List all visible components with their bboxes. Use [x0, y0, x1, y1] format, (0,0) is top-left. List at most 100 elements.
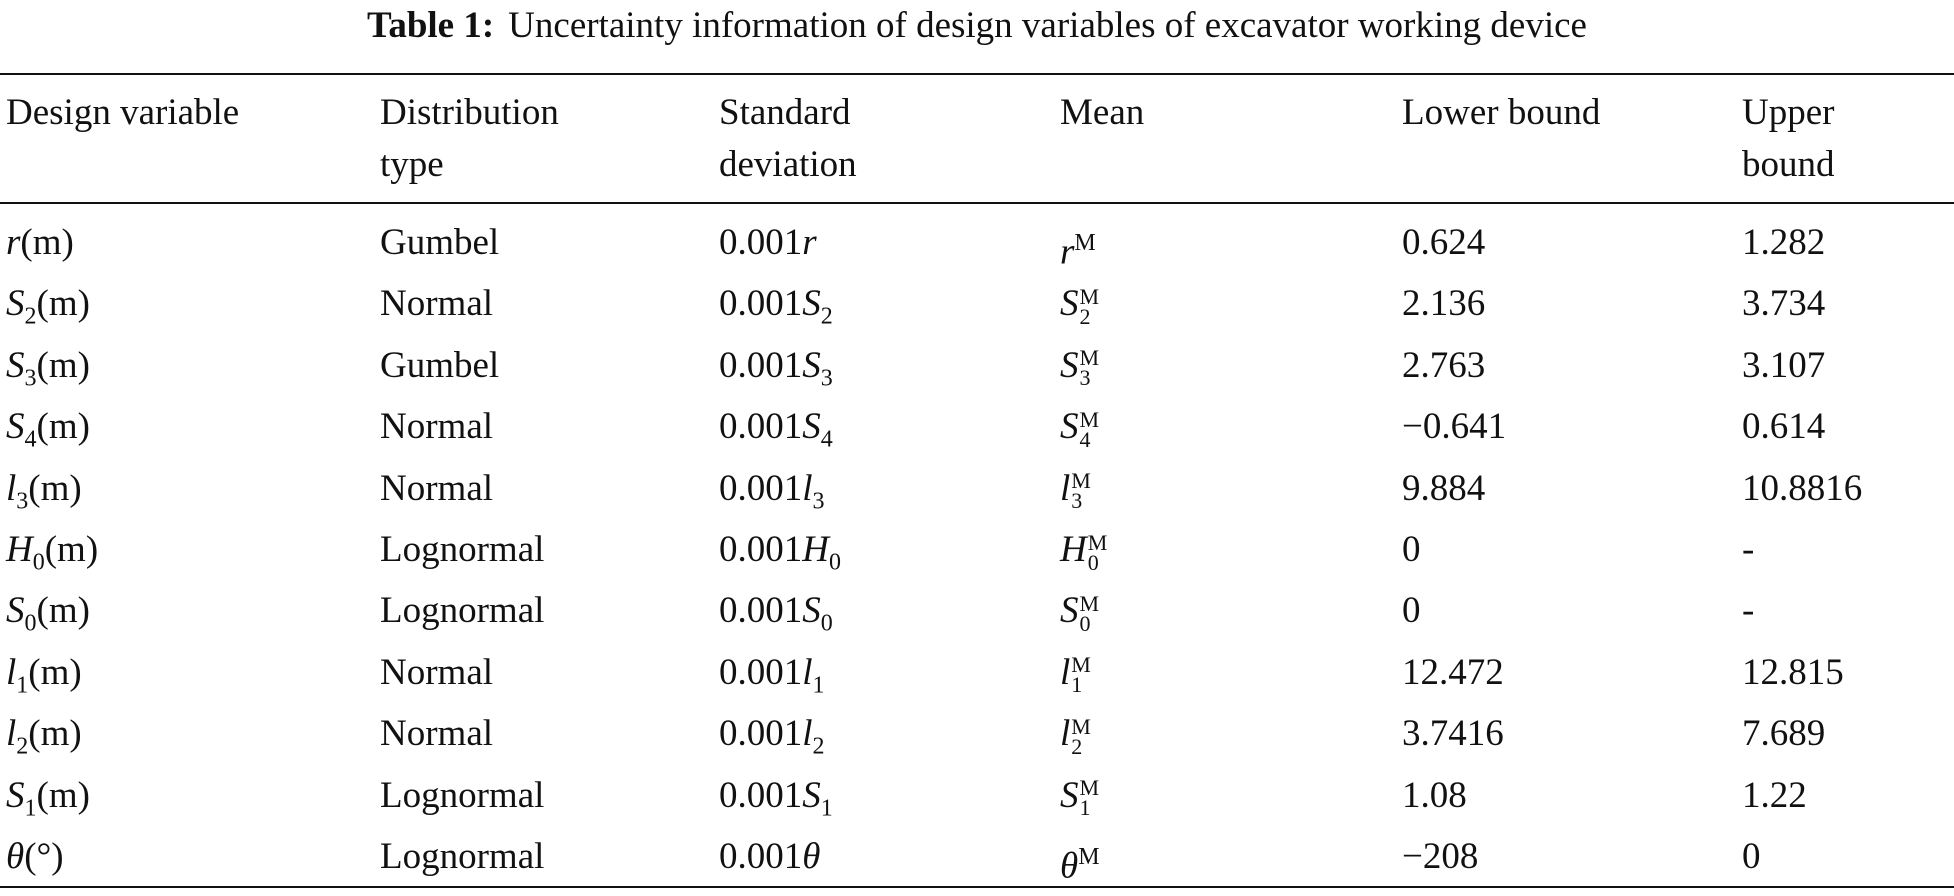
lower-bound-cell: −208 [1402, 836, 1479, 877]
std-cell: 0.001l1 [719, 652, 825, 706]
upper-bound-cell: 12.815 [1742, 651, 1844, 693]
subscript: 4 [24, 426, 37, 453]
distribution-cell: Normal [380, 713, 494, 755]
std-cell: 0.001l3 [719, 468, 825, 522]
std-cell: 0.001r [719, 222, 817, 264]
mean-cell: θM [1060, 836, 1100, 887]
coefficient: 0.001 [719, 344, 803, 386]
symbol: S [1060, 283, 1079, 325]
symbol: S [6, 590, 25, 632]
header-cell: type [380, 144, 444, 185]
mean-cell: rM [1060, 222, 1096, 273]
upper-bound-cell: 1.22 [1742, 774, 1807, 816]
symbol: S [6, 406, 25, 448]
variable-cell: S3(m) [6, 345, 90, 399]
symbol: r [1060, 231, 1075, 273]
header-rule [0, 202, 1954, 204]
header-cell: Distribution [380, 92, 559, 133]
unit: (m) [36, 774, 90, 816]
variable-cell: S4(m) [6, 406, 90, 460]
subscript: 0 [1087, 549, 1099, 575]
header-cell: Standard [719, 92, 851, 133]
unit: (m) [28, 651, 82, 693]
symbol: H [6, 529, 33, 570]
unit: (m) [20, 222, 74, 263]
upper-bound-cell: - [1742, 529, 1755, 570]
std-cell: 0.001S0 [719, 590, 833, 644]
subscript: 0 [828, 549, 841, 576]
coefficient: 0.001 [719, 222, 803, 263]
std-cell: 0.001θ [719, 836, 820, 878]
coefficient: 0.001 [719, 774, 803, 816]
lower-bound-cell: 1.08 [1402, 774, 1467, 816]
header-cell: deviation [719, 144, 857, 185]
variable-cell: H0(m) [6, 529, 98, 583]
distribution-cell: Lognormal [380, 590, 545, 632]
std-cell: 0.001S4 [719, 406, 833, 460]
subscript: 1 [1071, 672, 1083, 698]
symbol: θ [802, 836, 821, 877]
subscript: 2 [820, 303, 833, 330]
symbol: l [6, 467, 17, 509]
superscript: M [1079, 590, 1100, 616]
subscript: 4 [1079, 426, 1091, 452]
subscript: 3 [820, 365, 833, 392]
upper-bound-cell: 0 [1742, 836, 1761, 877]
lower-bound-cell: 2.763 [1402, 344, 1486, 386]
lower-bound-cell: 9.884 [1402, 467, 1486, 509]
symbol: H [1060, 529, 1087, 570]
coefficient: 0.001 [719, 467, 803, 509]
variable-cell: S2(m) [6, 283, 90, 337]
coefficient: 0.001 [719, 590, 803, 632]
lower-bound-cell: 0 [1402, 590, 1421, 632]
bottom-rule [0, 886, 1954, 888]
symbol: l [1060, 713, 1071, 755]
symbol: S [6, 774, 25, 816]
coefficient: 0.001 [719, 406, 803, 448]
coefficient: 0.001 [719, 836, 803, 877]
subscript: 1 [16, 672, 29, 699]
lower-bound-cell: 12.472 [1402, 651, 1504, 693]
superscript: M [1079, 406, 1100, 432]
subscript: 0 [1079, 610, 1091, 636]
upper-bound-cell: 10.8816 [1742, 467, 1863, 509]
symbol: S [802, 774, 821, 816]
variable-cell: θ(°) [6, 836, 64, 878]
subscript: 2 [812, 733, 825, 760]
header-cell: Design variable [6, 92, 240, 133]
upper-bound-cell: 3.107 [1742, 344, 1826, 386]
subscript: 2 [24, 303, 37, 330]
lower-bound-cell: 3.7416 [1402, 713, 1504, 755]
header-cell: Upper [1742, 92, 1835, 133]
variable-cell: S0(m) [6, 590, 90, 644]
symbol: l [6, 651, 17, 693]
upper-bound-cell: 1.282 [1742, 222, 1826, 263]
upper-bound-cell: 3.734 [1742, 283, 1826, 325]
std-cell: 0.001l2 [719, 713, 825, 767]
variable-cell: l3(m) [6, 468, 82, 522]
header-cell: Mean [1060, 92, 1145, 133]
symbol: S [802, 344, 821, 386]
coefficient: 0.001 [719, 651, 803, 693]
symbol: l [1060, 467, 1071, 509]
upper-bound-cell: - [1742, 590, 1755, 632]
symbol: l [802, 651, 813, 693]
symbol: r [802, 222, 817, 263]
upper-bound-cell: 0.614 [1742, 406, 1826, 448]
symbol: θ [6, 836, 25, 877]
distribution-cell: Normal [380, 651, 494, 693]
distribution-cell: Normal [380, 467, 494, 509]
symbol: S [6, 344, 25, 386]
unit: (m) [36, 590, 90, 632]
